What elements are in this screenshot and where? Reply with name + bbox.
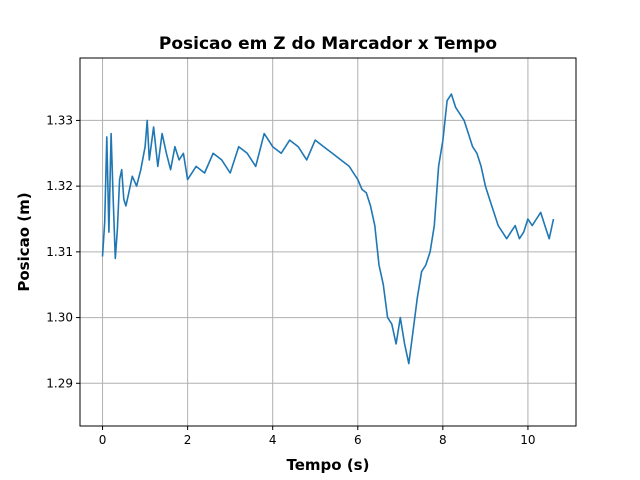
series-line	[101, 93, 555, 365]
y-tick-label: 1.29	[46, 376, 73, 390]
x-tick-label: 4	[269, 433, 277, 447]
x-axis-label: Tempo (s)	[287, 456, 370, 474]
axis-ticks: 0 2 4 6 8 10 1.29 1.30 1.31 1.32 1.33	[46, 113, 535, 447]
x-tick-label: 10	[520, 433, 535, 447]
x-tick-label: 6	[354, 433, 362, 447]
chart-title: Posicao em Z do Marcador x Tempo	[159, 34, 497, 54]
axes-frame	[79, 57, 577, 427]
y-tick-label: 1.30	[46, 311, 73, 325]
x-tick-label: 0	[99, 433, 107, 447]
y-axis-label: Posicao (m)	[15, 192, 33, 291]
y-tick-label: 1.32	[46, 179, 73, 193]
y-tick-label: 1.33	[46, 113, 73, 127]
grid	[80, 58, 576, 426]
y-tick-label: 1.31	[46, 245, 73, 259]
plot-area	[101, 93, 555, 365]
x-tick-label: 8	[439, 433, 447, 447]
x-tick-label: 2	[184, 433, 192, 447]
